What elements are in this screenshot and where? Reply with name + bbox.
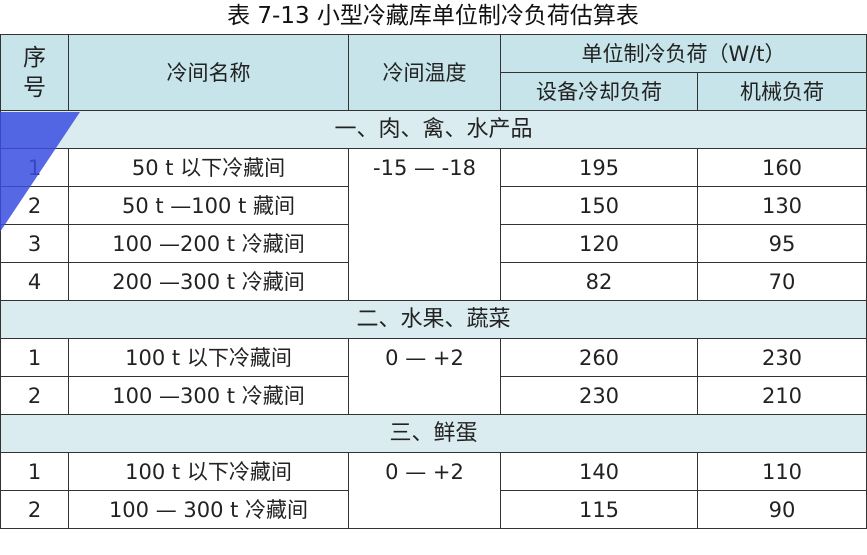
table-row: 1 100 t 以下冷藏间 0 — +2 260 230 xyxy=(0,338,867,415)
table-row: 2 50 t —100 t 藏间 150 130 xyxy=(0,186,867,225)
row-no: 2 xyxy=(0,490,69,529)
header-load: 单位制冷负荷（W/t） xyxy=(499,34,867,73)
room-name: 100 —300 t 冷藏间 xyxy=(68,376,349,415)
mechanical-load: 70 xyxy=(696,262,867,301)
table-row: 1 100 t 以下冷藏间 0 — +2 140 110 xyxy=(0,452,867,529)
room-name: 100 t 以下冷藏间 xyxy=(68,452,349,491)
header-name: 冷间名称 xyxy=(68,34,349,111)
table-row: 2 100 —300 t 冷藏间 230 210 xyxy=(0,376,867,415)
mechanical-load: 110 xyxy=(696,452,867,491)
room-name: 200 —300 t 冷藏间 xyxy=(68,262,349,301)
room-name: 100 —200 t 冷藏间 xyxy=(68,224,349,263)
table-row: 2 100 — 300 t 冷藏间 115 90 xyxy=(0,490,867,529)
mechanical-load: 230 xyxy=(696,338,867,377)
load-table: 序 号 冷间名称 冷间温度 单位制冷负荷（W/t） 设备冷却负荷 机械负荷 一、… xyxy=(0,34,867,529)
room-name: 100 t 以下冷藏间 xyxy=(68,338,349,377)
mechanical-load: 210 xyxy=(696,376,867,415)
table-row: 1 50 t 以下冷藏间 -15 — -18 195 160 xyxy=(0,148,867,301)
mechanical-load: 130 xyxy=(696,186,867,225)
header-mech: 机械负荷 xyxy=(696,72,867,111)
row-no: 1 xyxy=(0,148,69,187)
section-title: 三、鲜蛋 xyxy=(0,414,867,453)
row-no: 1 xyxy=(0,452,69,491)
row-no: 2 xyxy=(0,376,69,415)
room-name: 50 t 以下冷藏间 xyxy=(68,148,349,187)
section-title: 二、水果、蔬菜 xyxy=(0,300,867,339)
equipment-load: 230 xyxy=(500,376,698,415)
row-no: 2 xyxy=(0,186,69,225)
row-no: 1 xyxy=(0,338,69,377)
room-temperature: 0 — +2 xyxy=(348,338,501,415)
mechanical-load: 160 xyxy=(696,148,867,187)
room-name: 50 t —100 t 藏间 xyxy=(68,186,349,225)
room-temperature: 0 — +2 xyxy=(348,452,501,529)
header-equip: 设备冷却负荷 xyxy=(500,72,698,111)
section-title: 一、肉、禽、水产品 xyxy=(0,110,867,149)
mechanical-load: 95 xyxy=(696,224,867,263)
mechanical-load: 90 xyxy=(696,490,867,529)
row-no: 3 xyxy=(0,224,69,263)
equipment-load: 260 xyxy=(500,338,698,377)
room-name: 100 — 300 t 冷藏间 xyxy=(68,490,349,529)
header-no: 序 号 xyxy=(0,34,69,111)
equipment-load: 115 xyxy=(500,490,698,529)
equipment-load: 120 xyxy=(500,224,698,263)
row-no: 4 xyxy=(0,262,69,301)
equipment-load: 195 xyxy=(500,148,698,187)
equipment-load: 140 xyxy=(500,452,698,491)
equipment-load: 82 xyxy=(500,262,698,301)
equipment-load: 150 xyxy=(500,186,698,225)
header-temp: 冷间温度 xyxy=(348,34,501,111)
table-title: 表 7-13 小型冷藏库单位制冷负荷估算表 xyxy=(227,3,639,29)
room-temperature: -15 — -18 xyxy=(348,148,501,301)
